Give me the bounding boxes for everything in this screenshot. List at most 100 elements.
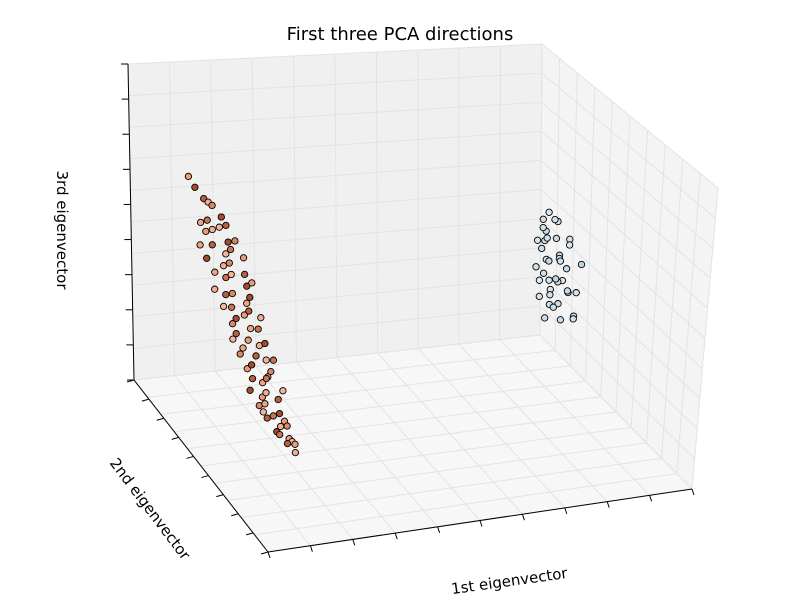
scatter-point xyxy=(208,241,216,249)
x-tick xyxy=(606,501,610,508)
scatter-point xyxy=(229,335,237,343)
scatter-point xyxy=(222,250,230,258)
scatter-point xyxy=(541,314,549,322)
scatter-point xyxy=(219,262,228,270)
scatter-point xyxy=(246,293,254,302)
scatter-point xyxy=(222,290,230,299)
floor-grid-line-y xyxy=(187,396,601,450)
right-grid-line-z xyxy=(541,43,719,189)
scatter-point xyxy=(261,339,269,348)
scatter-point xyxy=(267,367,275,376)
right-grid-line-z xyxy=(540,160,708,309)
scatter-point xyxy=(257,314,265,322)
back-grid-line-x xyxy=(498,45,502,340)
z-axis-label: 3rd eigenvector xyxy=(53,171,71,291)
scatter-point xyxy=(232,329,240,338)
scatter-point xyxy=(248,374,257,383)
floor-grid-line-y xyxy=(200,411,617,467)
floor-grid-line-x xyxy=(417,348,566,509)
scatter-point xyxy=(262,356,270,364)
right-grid-line-y xyxy=(585,87,596,382)
floor-grid-line-y xyxy=(174,380,586,433)
scatter-point xyxy=(556,316,565,324)
y-tick xyxy=(141,398,150,402)
scatter-point xyxy=(269,412,277,420)
back-grid-line-z xyxy=(129,130,542,160)
y-tick xyxy=(245,532,254,536)
right-grid-line-y xyxy=(539,43,543,336)
right-grid-line-z xyxy=(540,189,706,339)
scatter-point xyxy=(202,227,210,236)
scatter-point xyxy=(215,223,223,231)
scatter-point xyxy=(291,440,299,448)
scatter-point xyxy=(275,409,284,418)
scatter-point xyxy=(556,257,565,265)
scatter-point xyxy=(222,221,230,230)
scatter-point xyxy=(539,223,547,232)
scatter-point xyxy=(538,244,546,253)
scatter-point xyxy=(551,215,559,224)
scatter-point xyxy=(208,201,216,210)
scatter-point xyxy=(211,268,219,276)
floor-grid-line-x xyxy=(539,334,693,490)
scatter-point xyxy=(243,282,251,290)
scatter-point xyxy=(222,273,230,282)
scatter-point xyxy=(533,236,542,244)
x-tick xyxy=(564,507,568,515)
scatter-point xyxy=(227,303,236,311)
back-grid-line-z xyxy=(127,43,543,65)
right-grid-line-z xyxy=(541,101,714,249)
z-axis-line xyxy=(127,63,135,381)
scatter-point xyxy=(231,237,239,245)
x-tick xyxy=(267,551,271,559)
scatter-series-1 xyxy=(184,172,300,457)
scatter-point xyxy=(545,276,553,284)
scatter-point xyxy=(262,389,270,397)
scatter-point xyxy=(535,292,543,301)
scatter-point xyxy=(552,275,560,283)
scatter-point xyxy=(262,374,271,383)
right-pane xyxy=(540,44,718,489)
scatter-point xyxy=(227,270,235,279)
x-tick xyxy=(521,514,525,521)
scatter-point xyxy=(246,386,254,394)
scatter-point xyxy=(569,315,577,323)
floor-grid-line-x xyxy=(377,352,523,515)
back-grid-line-z xyxy=(130,189,542,223)
x-tick xyxy=(437,526,441,533)
y-tick xyxy=(260,551,269,555)
scatter-point xyxy=(246,324,255,333)
scatter-point xyxy=(191,183,199,191)
x-axis-label: 1st eigenvector xyxy=(450,564,569,598)
axes-ticks xyxy=(121,63,695,559)
scatter-point xyxy=(572,289,580,297)
scatter-point xyxy=(546,291,554,299)
y-tick xyxy=(216,494,224,498)
scatter-point xyxy=(228,320,237,328)
floor-grid-line-x xyxy=(499,339,650,496)
scatter-point xyxy=(211,285,219,293)
scatter-point xyxy=(224,238,232,246)
scatter-points xyxy=(184,172,586,457)
scatter-point xyxy=(208,225,216,234)
scatter-point xyxy=(283,422,291,430)
scatter-point xyxy=(274,395,282,404)
scatter-point xyxy=(203,254,211,262)
scatter-point xyxy=(276,430,284,439)
scatter-point xyxy=(243,299,251,307)
x-tick xyxy=(479,520,483,527)
y-tick xyxy=(171,436,179,440)
scatter-point xyxy=(240,270,249,279)
scatter-point xyxy=(239,254,248,262)
scatter-point xyxy=(563,287,572,295)
scatter-point xyxy=(225,259,233,267)
scatter-point xyxy=(549,303,557,311)
scatter-point xyxy=(228,289,237,298)
scatter-point xyxy=(219,302,228,311)
back-grid-line-z xyxy=(130,159,542,191)
scatter-point xyxy=(232,314,240,323)
scatter-point xyxy=(196,218,205,227)
scatter-point xyxy=(545,208,553,216)
scatter-point xyxy=(254,325,262,333)
